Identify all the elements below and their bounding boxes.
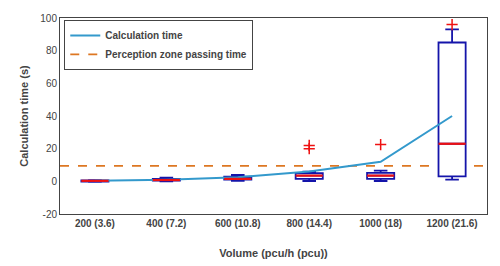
svg-text:80: 80 <box>46 45 58 56</box>
svg-text:Perception zone passing time: Perception zone passing time <box>105 49 247 60</box>
svg-text:600 (10.8): 600 (10.8) <box>215 218 261 229</box>
svg-text:-20: -20 <box>43 209 58 220</box>
svg-text:800 (14.4): 800 (14.4) <box>286 218 332 229</box>
svg-text:Calculation time: Calculation time <box>105 30 183 41</box>
svg-text:Calculation time (s): Calculation time (s) <box>18 65 30 167</box>
svg-text:60: 60 <box>46 78 58 89</box>
svg-text:400 (7.2): 400 (7.2) <box>146 218 186 229</box>
svg-text:20: 20 <box>46 143 58 154</box>
svg-text:200 (3.6): 200 (3.6) <box>75 218 115 229</box>
svg-text:1200 (21.6): 1200 (21.6) <box>427 218 478 229</box>
svg-text:0: 0 <box>51 176 57 187</box>
svg-text:1000 (18): 1000 (18) <box>359 218 402 229</box>
svg-text:40: 40 <box>46 111 58 122</box>
svg-text:Volume (pcu/h (pcu)): Volume (pcu/h (pcu)) <box>219 247 328 259</box>
svg-text:100: 100 <box>40 13 57 24</box>
